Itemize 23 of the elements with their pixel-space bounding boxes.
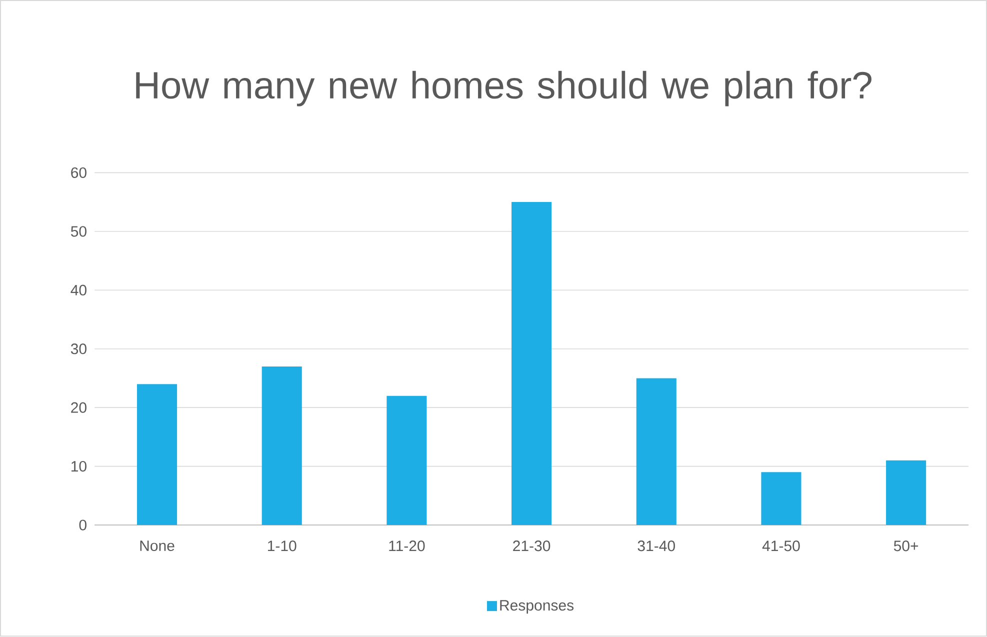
x-tick-label: 41-50 (762, 540, 800, 552)
bar (262, 366, 302, 526)
y-tick-label: 10 (72, 461, 86, 472)
x-tick-label: 31-40 (638, 540, 675, 552)
x-tick-label: 11-20 (389, 540, 425, 552)
bar (886, 460, 926, 526)
chart-title: How many new homes should we plan for? (136, 71, 872, 106)
bar (636, 378, 676, 526)
y-tick-label: 60 (71, 168, 86, 178)
x-tick-label: 50+ (894, 540, 918, 552)
y-tick-label: 40 (70, 284, 86, 296)
legend-label: Responses (500, 600, 574, 614)
x-tick-label: 21-30 (513, 540, 550, 552)
bar (761, 472, 802, 526)
y-tick-label: 50 (70, 226, 86, 237)
x-tick-label: 1-10 (268, 540, 296, 552)
y-tick-label: 30 (70, 344, 86, 354)
bar (512, 202, 552, 526)
bar (386, 396, 427, 526)
bar (137, 384, 178, 526)
y-tick-label: 0 (79, 520, 86, 531)
x-tick-label: None (140, 540, 174, 552)
y-tick-label: 20 (71, 402, 86, 414)
